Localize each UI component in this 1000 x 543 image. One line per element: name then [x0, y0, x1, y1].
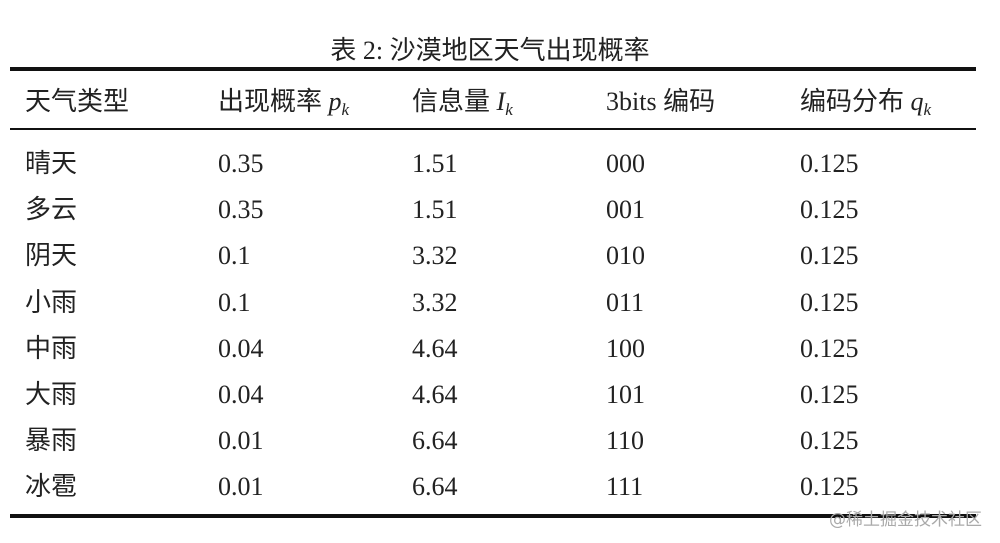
top-rule [10, 67, 976, 71]
table-cell: 小雨 [25, 287, 78, 317]
table-cell: 0.125 [800, 426, 859, 456]
header-subscript: k [341, 100, 350, 119]
header-cell: 天气类型 [25, 87, 129, 117]
table-cell: 0.125 [800, 287, 859, 317]
table-cell: 011 [606, 287, 645, 317]
table-cell: 0.125 [800, 149, 859, 178]
table-cell: 4.64 [412, 380, 458, 409]
table-cell: 中雨 [25, 333, 78, 363]
mid-rule [10, 128, 976, 130]
header-text: 出现概率 [218, 87, 323, 116]
table-cell: 101 [606, 380, 645, 409]
table-cell: 001 [606, 195, 645, 225]
table-cell: 0.35 [218, 149, 264, 178]
header-subscript: k [505, 100, 513, 119]
table-cell: 0.04 [218, 380, 264, 409]
table-cell: 冰雹 [25, 472, 78, 502]
header-text: 3bits 编码 [606, 87, 716, 116]
table-cell: 0.01 [218, 426, 264, 456]
table-cell: 0.125 [800, 333, 859, 363]
header-cell: 3bits 编码 [606, 87, 715, 117]
header-variable: I [496, 87, 506, 116]
header-variable: q [910, 87, 924, 116]
header-text: 编码分布 [800, 87, 905, 116]
table-cell: 100 [606, 333, 645, 363]
table-cell: 3.32 [412, 241, 458, 271]
table-cell: 阴天 [25, 241, 78, 271]
table-cell: 0.1 [218, 287, 251, 317]
bottom-rule [10, 514, 976, 518]
header-text: 天气类型 [25, 87, 130, 116]
table-cell: 大雨 [25, 380, 78, 409]
table-cell: 0.125 [800, 472, 859, 502]
table-cell: 晴天 [25, 149, 78, 178]
table-cell: 多云 [25, 195, 78, 225]
header-cell: 出现概率 pk [218, 87, 349, 125]
table-cell: 0.1 [218, 241, 251, 271]
table-cell: 111 [606, 472, 644, 502]
watermark: @稀土掘金技术社区 [829, 510, 982, 530]
table-cell: 0.125 [800, 380, 859, 409]
table-cell: 010 [606, 241, 645, 271]
table-cell: 000 [606, 149, 645, 178]
table-cell: 0.01 [218, 472, 264, 502]
table-cell: 4.64 [412, 333, 458, 363]
header-cell: 编码分布 qk [800, 87, 931, 125]
table-caption: 表 2: 沙漠地区天气出现概率 [330, 36, 650, 65]
table-cell: 1.51 [412, 149, 458, 178]
table-cell: 0.04 [218, 333, 264, 363]
table-cell: 6.64 [412, 472, 458, 502]
header-cell: 信息量 Ik [412, 87, 513, 125]
table-cell: 0.35 [218, 195, 264, 225]
table-cell: 110 [606, 426, 645, 456]
table-cell: 6.64 [412, 426, 458, 456]
table-cell: 0.125 [800, 195, 859, 225]
table-cell: 0.125 [800, 241, 859, 271]
table-cell: 3.32 [412, 287, 458, 317]
header-text: 信息量 [412, 87, 491, 116]
table-cell: 1.51 [412, 195, 458, 225]
header-subscript: k [923, 100, 932, 119]
table-cell: 暴雨 [25, 426, 78, 456]
header-variable: p [328, 87, 342, 116]
